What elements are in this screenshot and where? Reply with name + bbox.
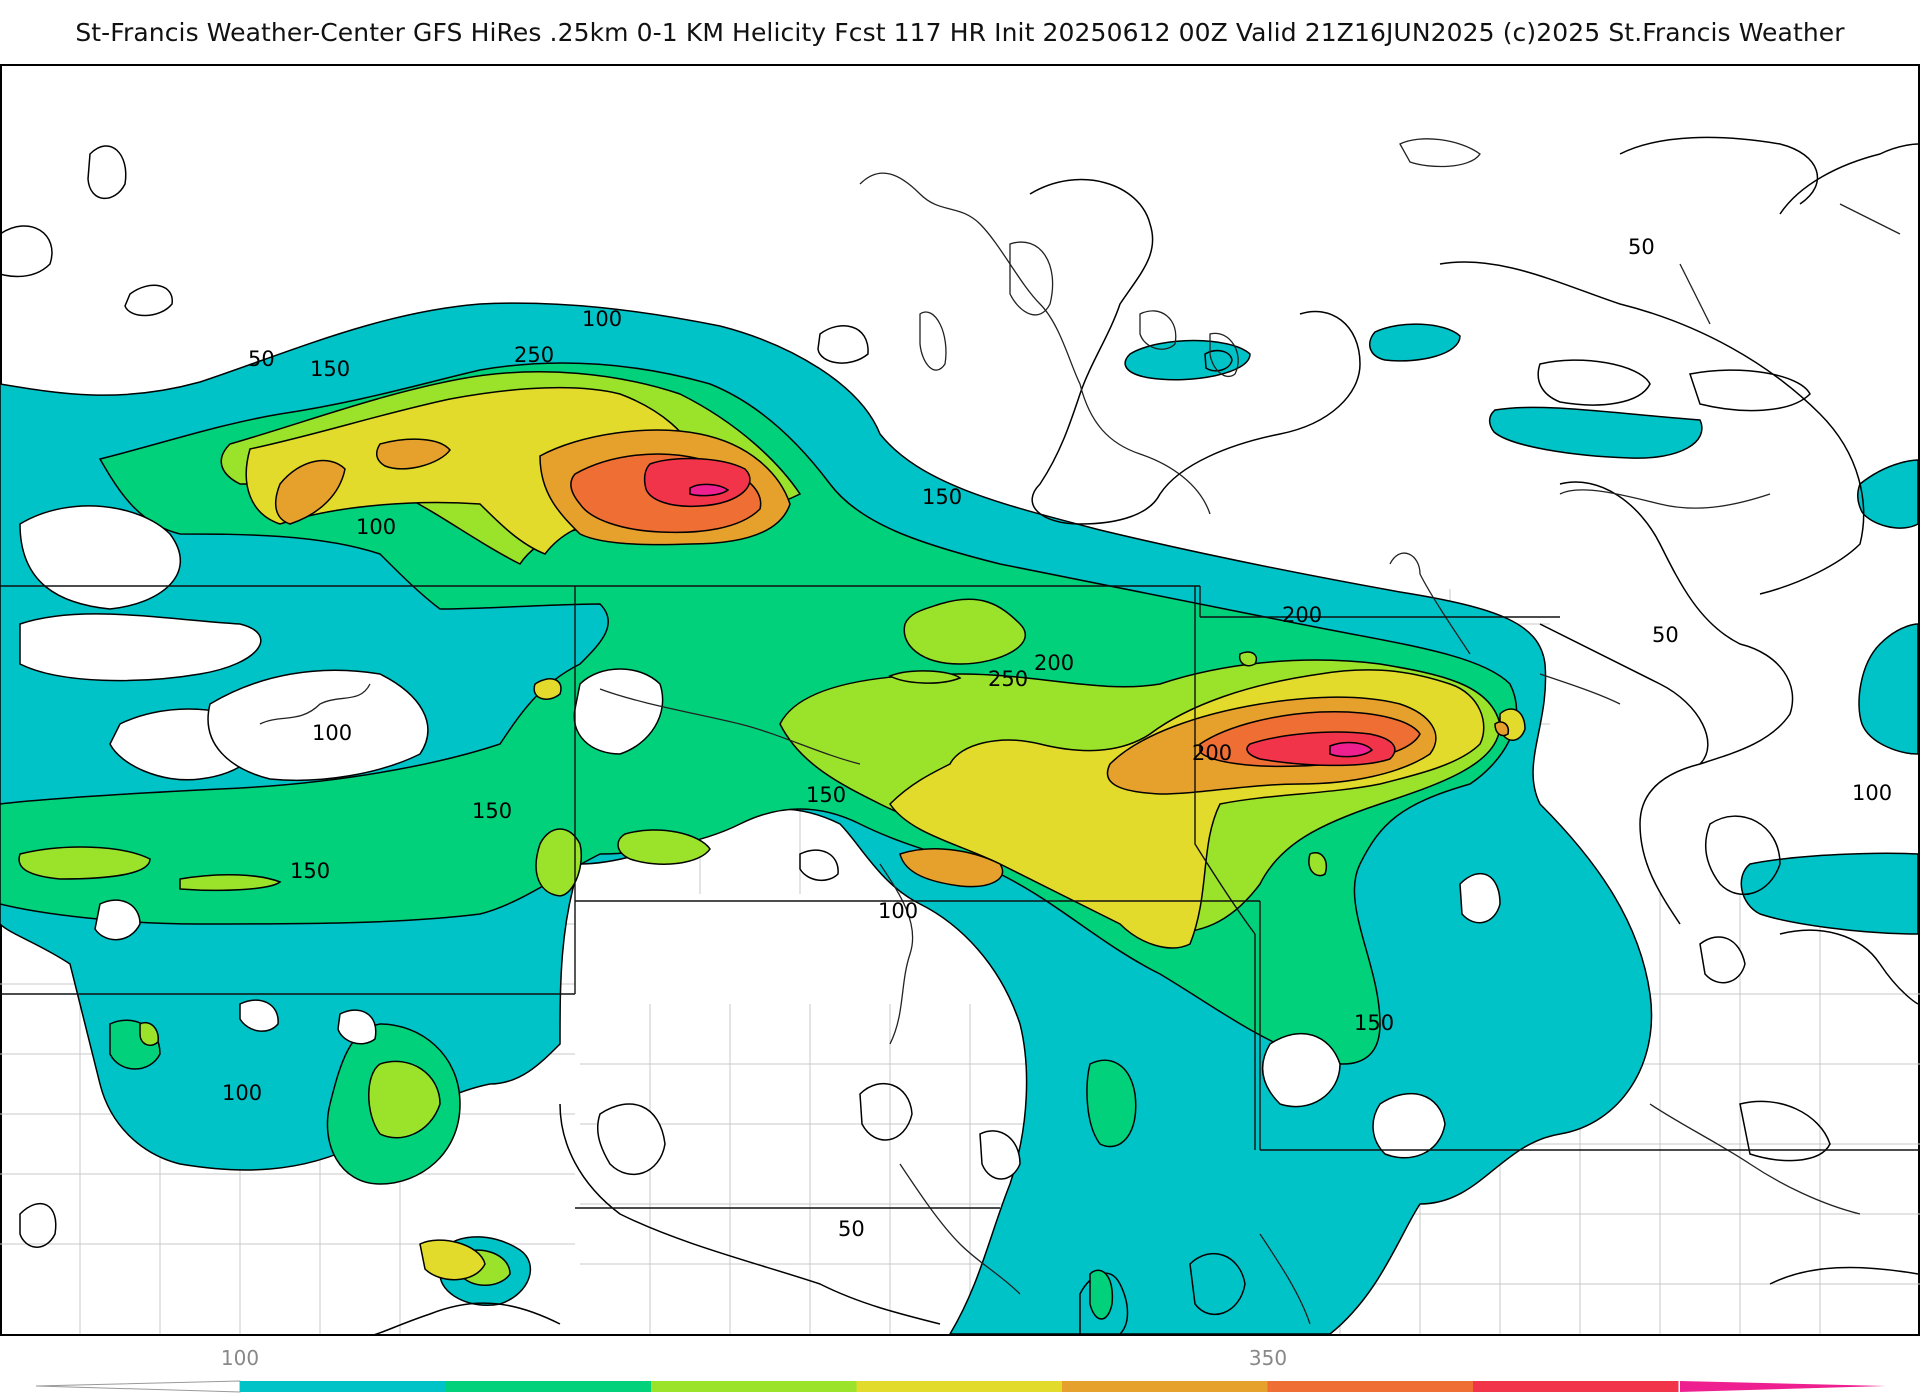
colorbar-segment: [240, 1381, 446, 1392]
colorbar-segment: [856, 1381, 1062, 1392]
colorbar-segment: [1473, 1381, 1679, 1392]
helicity-50-contours: [0, 136, 1919, 1336]
contour-label: 100: [356, 515, 396, 539]
contour-label: 150: [922, 485, 962, 509]
colorbar-tick-label: 100: [220, 1346, 260, 1370]
colorbar: 100 350: [0, 1336, 1920, 1400]
state-borders: [0, 585, 1920, 1209]
contour-label: 200: [1034, 651, 1074, 675]
colorbar-segment: [1267, 1381, 1473, 1392]
contour-label: 50: [838, 1217, 865, 1241]
colorbar-segment: [445, 1381, 651, 1392]
map-title: St-Francis Weather-Center GFS HiRes .25k…: [75, 17, 1845, 47]
colorbar-strip: [35, 1380, 1886, 1393]
contour-label: 250: [514, 343, 554, 367]
coastlines: [259, 138, 1901, 1325]
contour-label: 100: [312, 721, 352, 745]
contour-label: 200: [1192, 741, 1232, 765]
helicity-map: 100 50 150 250 150 100 200 200 250 200 1…: [0, 64, 1920, 1336]
contour-label: 100: [222, 1081, 262, 1105]
contour-label: 200: [1282, 603, 1322, 627]
colorbar-segments: [240, 1381, 1679, 1392]
contour-label: 50: [1628, 235, 1655, 259]
colorbar-segment: [651, 1381, 857, 1392]
colorbar-over-arrow: [1680, 1381, 1886, 1392]
contour-label: 150: [290, 859, 330, 883]
contour-label: 100: [582, 307, 622, 331]
contour-label: 150: [472, 799, 512, 823]
colorbar-tick-label: 350: [1248, 1346, 1288, 1370]
colorbar-segment: [1062, 1381, 1268, 1392]
contour-label: 100: [1852, 781, 1892, 805]
helicity-fill-350: [643, 457, 1396, 767]
contour-labels: 100 50 150 250 150 100 200 200 250 200 1…: [222, 235, 1892, 1241]
contour-label: 150: [1354, 1011, 1394, 1035]
low-helicity-contours: [19, 505, 1746, 1180]
contour-label: 50: [1652, 623, 1679, 647]
contour-label: 150: [310, 357, 350, 381]
contour-label: 250: [988, 667, 1028, 691]
map-canvas: 100 50 150 250 150 100 200 200 250 200 1…: [0, 64, 1920, 1336]
contour-label: 100: [878, 899, 918, 923]
colorbar-under-arrow: [35, 1380, 241, 1393]
helicity-fill-400: [689, 483, 1374, 758]
contour-label: 150: [806, 783, 846, 807]
contour-label: 50: [248, 347, 275, 371]
